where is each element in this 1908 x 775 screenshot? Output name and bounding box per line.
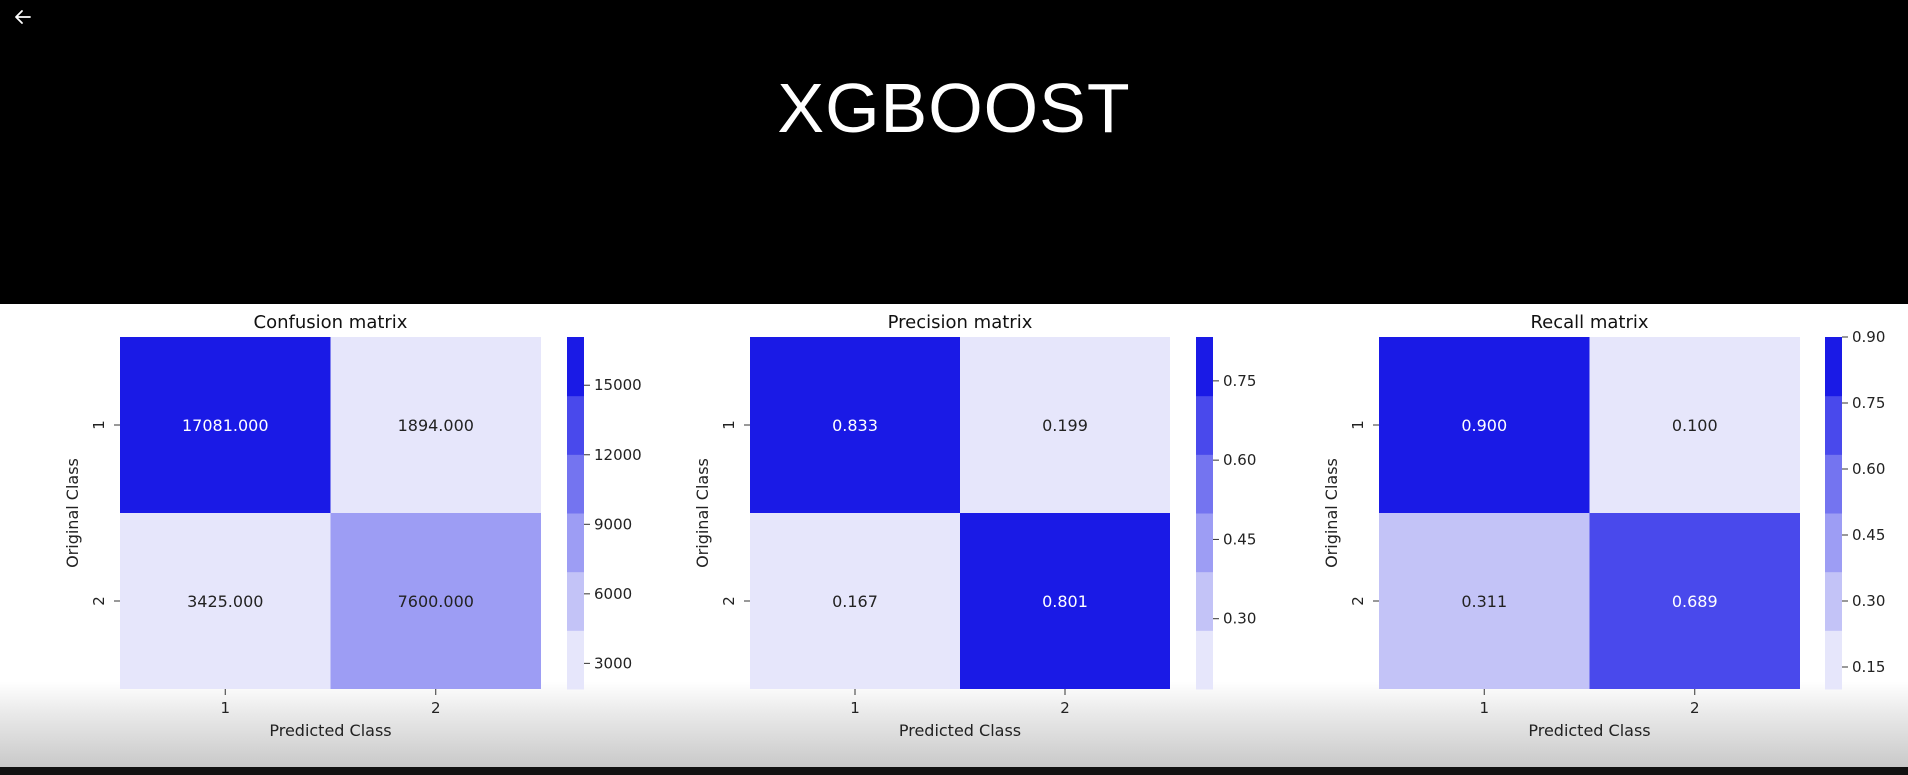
cell-value-label: 0.311 — [1461, 592, 1507, 611]
y-axis-label: Original Class — [693, 458, 712, 568]
heatmap-recall-matrix: Recall matrix 0.900 0.100 0.311 0.689 1 2 Predi… — [1322, 312, 1885, 740]
colorbar-tick-label: 3000 — [594, 654, 632, 672]
title-bar: XGBOOST — [0, 0, 1908, 304]
x-tick-label: 2 — [431, 699, 441, 717]
slide-title: XGBOOST — [777, 69, 1131, 147]
heatmap-cell — [960, 513, 1170, 689]
heatmap-precision-matrix: Precision matrix 0.833 0.199 0.167 0.801 1 2 Pr… — [693, 312, 1256, 740]
colorbar-segment — [1196, 337, 1213, 397]
y-tick-label: 1 — [720, 420, 738, 430]
colorbar-tick-label: 0.75 — [1852, 394, 1885, 412]
colorbar-segment — [1196, 571, 1213, 631]
x-axis-label: Predicted Class — [899, 721, 1021, 740]
cell-value-label: 0.833 — [832, 416, 878, 435]
colorbar-segment — [1196, 513, 1213, 573]
bottom-strip — [0, 767, 1908, 775]
heatmap-cell — [960, 337, 1170, 513]
colorbar-tick-label: 0.90 — [1852, 328, 1885, 346]
heatmap-cell — [1589, 337, 1800, 513]
cell-value-label: 0.689 — [1672, 592, 1718, 611]
colorbar-segment — [1825, 513, 1842, 573]
chart-title: Confusion matrix — [254, 312, 408, 333]
cell-value-label: 0.900 — [1461, 416, 1507, 435]
colorbar-tick-label: 0.60 — [1223, 451, 1256, 469]
colorbar-segment — [1825, 630, 1842, 690]
colorbar-tick-label: 0.30 — [1223, 610, 1256, 628]
heatmap-confusion-matrix: Confusion matrix 17081.000 1894.000 3425.00… — [63, 312, 642, 740]
y-axis-label: Original Class — [1322, 458, 1341, 568]
heatmap-cell — [750, 513, 960, 689]
cell-value-label: 7600.000 — [398, 592, 474, 611]
heatmap-cell — [1589, 513, 1800, 689]
heatmap-figure: Confusion matrix 17081.000 1894.000 3425.00… — [63, 312, 1885, 740]
y-tick-label: 1 — [1349, 420, 1367, 430]
chart-title: Recall matrix — [1530, 312, 1648, 333]
chart-panel: Confusion matrix 17081.000 1894.000 3425.00… — [0, 304, 1908, 767]
x-axis-label: Predicted Class — [269, 721, 391, 740]
colorbar-tick-label: 0.15 — [1852, 658, 1885, 676]
colorbar-segment — [1196, 630, 1213, 690]
colorbar-segment — [567, 337, 584, 397]
heatmap-cell — [330, 337, 541, 513]
cell-value-label: 0.801 — [1042, 592, 1088, 611]
colorbar-segment — [1825, 571, 1842, 631]
heatmap-cell — [120, 337, 331, 513]
colorbar-segment — [1825, 337, 1842, 397]
x-tick-label: 2 — [1690, 699, 1700, 717]
y-tick-label: 2 — [90, 596, 108, 606]
x-tick-label: 1 — [220, 699, 230, 717]
colorbar-segment — [567, 571, 584, 631]
colorbar-segment — [567, 630, 584, 690]
colorbar-segment — [567, 513, 584, 573]
chart-title: Precision matrix — [888, 312, 1033, 333]
colorbar-segment — [1825, 395, 1842, 455]
colorbar-segment — [1196, 454, 1213, 514]
colorbar-tick-label: 0.45 — [1852, 526, 1885, 544]
heatmap-cell — [330, 513, 541, 689]
heatmap-cell — [1379, 337, 1590, 513]
cell-value-label: 0.199 — [1042, 416, 1088, 435]
y-axis-label: Original Class — [63, 458, 82, 568]
colorbar-segment — [1196, 395, 1213, 455]
cell-value-label: 1894.000 — [398, 416, 474, 435]
x-tick-label: 1 — [850, 699, 860, 717]
x-tick-label: 1 — [1479, 699, 1489, 717]
y-tick-label: 1 — [90, 420, 108, 430]
colorbar-segment — [567, 395, 584, 455]
cell-value-label: 0.167 — [832, 592, 878, 611]
colorbar-tick-label: 0.75 — [1223, 372, 1256, 390]
colorbar-tick-label: 12000 — [594, 446, 642, 464]
y-tick-label: 2 — [1349, 596, 1367, 606]
colorbar-tick-label: 6000 — [594, 585, 632, 603]
x-tick-label: 2 — [1060, 699, 1070, 717]
colorbar-segment — [1825, 454, 1842, 514]
heatmap-cell — [1379, 513, 1590, 689]
cell-value-label: 0.100 — [1672, 416, 1718, 435]
colorbar-tick-label: 0.30 — [1852, 592, 1885, 610]
back-button[interactable] — [8, 2, 38, 32]
colorbar-tick-label: 9000 — [594, 515, 632, 533]
heatmap-cell — [120, 513, 331, 689]
cell-value-label: 3425.000 — [187, 592, 263, 611]
y-tick-label: 2 — [720, 596, 738, 606]
x-axis-label: Predicted Class — [1528, 721, 1650, 740]
colorbar-tick-label: 15000 — [594, 376, 642, 394]
colorbar-tick-label: 0.60 — [1852, 460, 1885, 478]
colorbar-tick-label: 0.45 — [1223, 530, 1256, 548]
cell-value-label: 17081.000 — [182, 416, 269, 435]
heatmap-cell — [750, 337, 960, 513]
arrow-left-icon — [15, 10, 31, 24]
colorbar-segment — [567, 454, 584, 514]
